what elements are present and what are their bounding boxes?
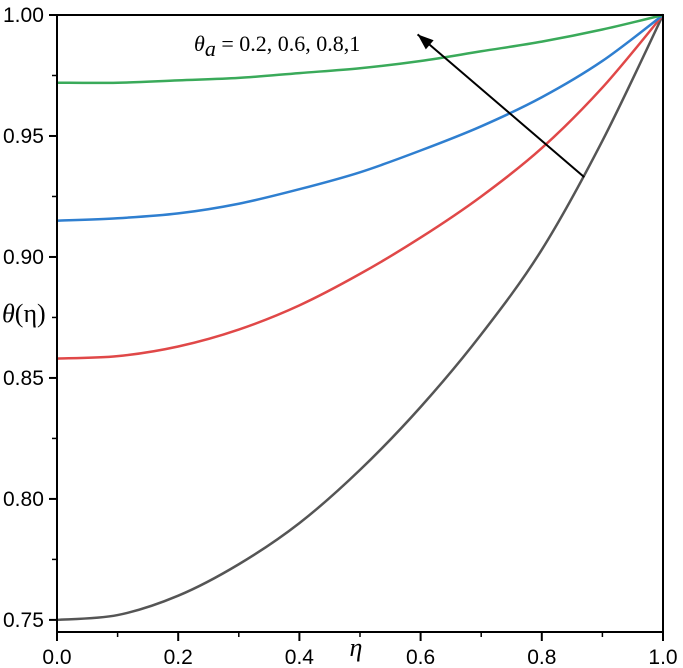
annotation-values: = 0.2, 0.6, 0.8,1 <box>216 31 360 56</box>
x-axis-label: η <box>350 633 363 662</box>
x-tick-label: 0.4 <box>285 646 315 668</box>
y-tick-label: 0.95 <box>3 125 44 148</box>
series-line-4 <box>56 13 664 85</box>
annotation-label: θa = 0.2, 0.6, 0.8,1 <box>194 31 360 61</box>
x-tick-label: 0.6 <box>406 646 435 668</box>
x-tick-label: 0.2 <box>164 646 193 668</box>
series-line-3 <box>56 14 664 222</box>
series-line-1 <box>56 14 665 622</box>
plot-frame <box>56 14 664 633</box>
annotation-arrow-shaft <box>416 33 585 178</box>
y-tick-label: 0.75 <box>3 609 44 632</box>
y-tick-label: 0.90 <box>3 246 44 269</box>
x-tick-label: 0.0 <box>42 646 71 668</box>
annotation-symbol: θ <box>194 31 205 56</box>
annotation-arrow-head <box>417 34 434 50</box>
y-tick-label: 0.85 <box>3 367 44 390</box>
x-tick-label: 0.8 <box>527 646 556 668</box>
y-tick-label: 0.80 <box>3 488 44 511</box>
y-axis-label-symbol: θ <box>2 299 15 328</box>
x-tick-label: 1.0 <box>648 646 677 668</box>
y-tick-label: 1.00 <box>3 4 44 27</box>
y-axis-label-arg: (η) <box>15 299 46 328</box>
annotation-subscript: a <box>205 36 216 61</box>
y-axis-label: θ(η) <box>2 299 46 328</box>
series-line-2 <box>56 14 664 360</box>
